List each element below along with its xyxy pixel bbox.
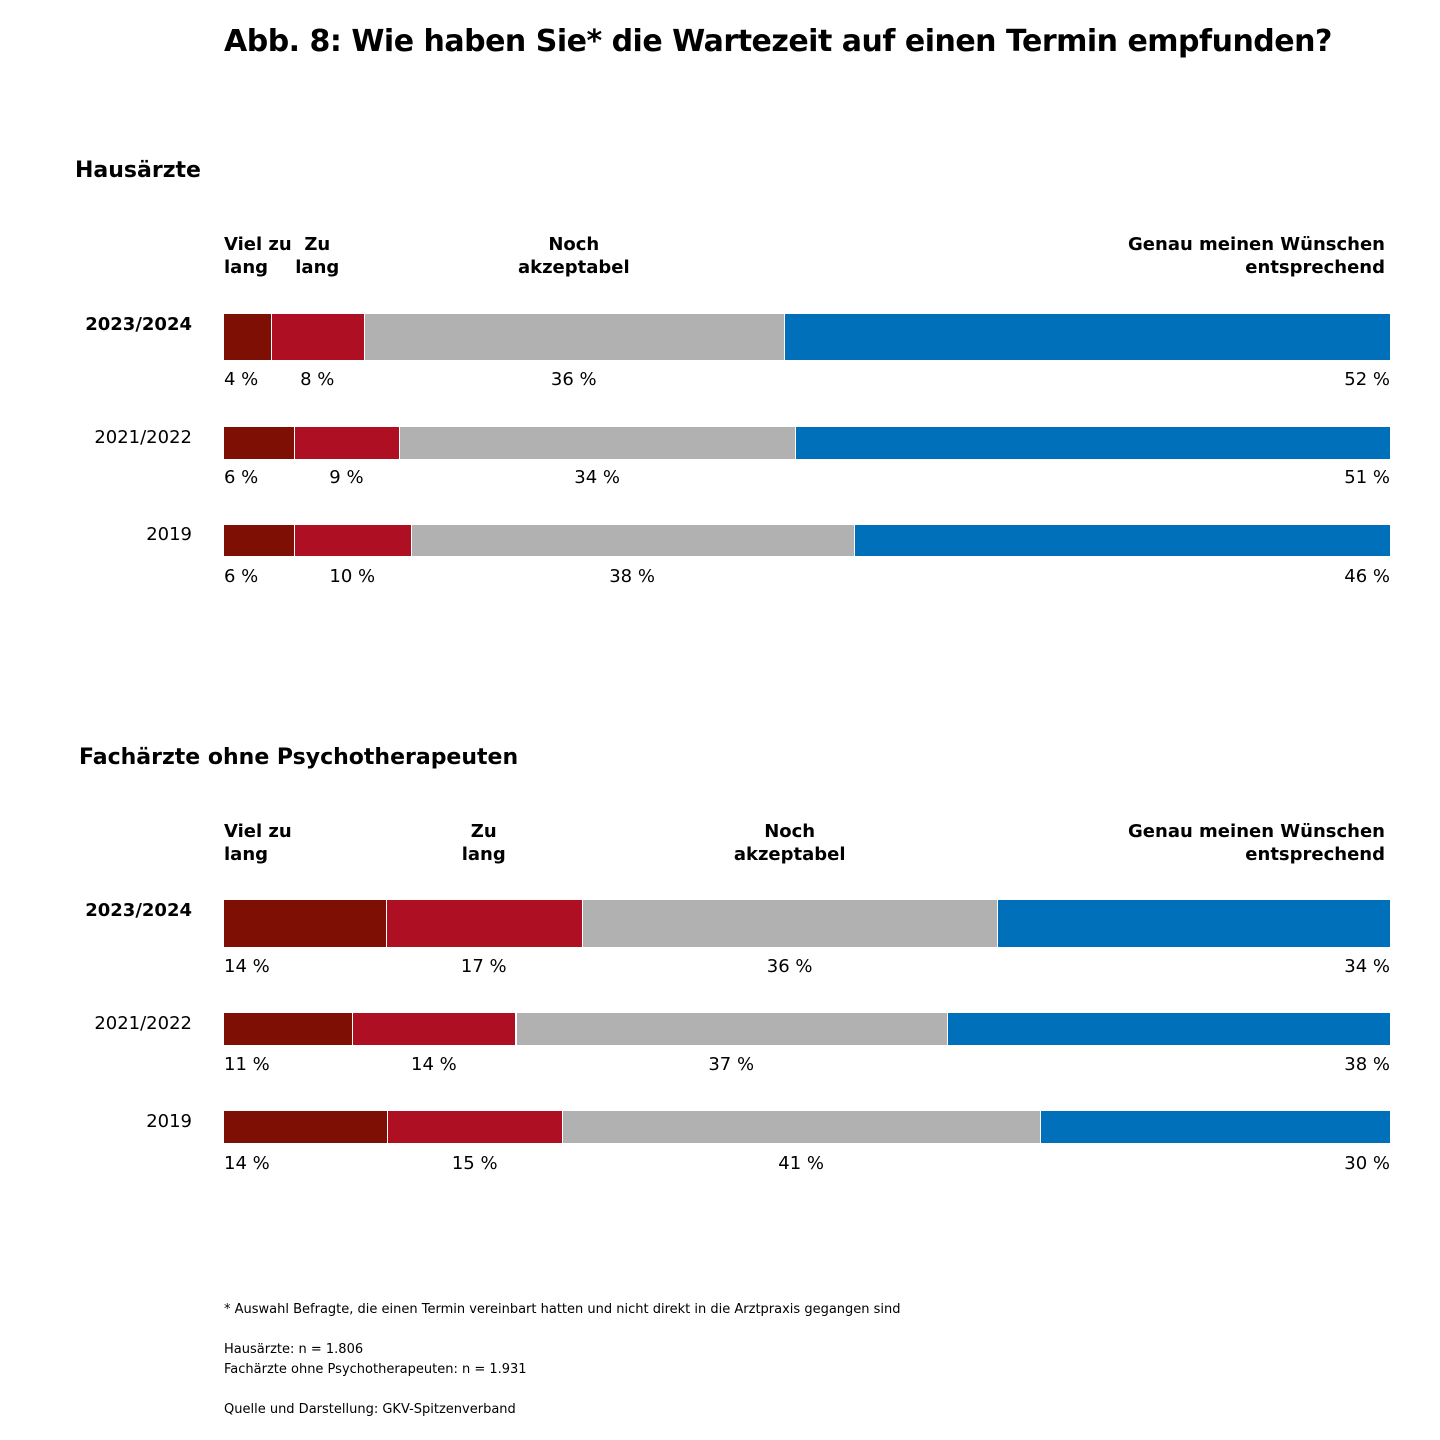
footnotes: * Auswahl Befragte, die einen Termin ver… — [224, 1300, 901, 1420]
value-label-zu-lang: 15 % — [451, 1153, 498, 1174]
value-label-noch-akzeptabel: 36 % — [550, 369, 597, 390]
bar-segment-noch-akzeptabel — [398, 427, 796, 459]
bar-segment-noch-akzeptabel — [562, 1111, 1041, 1143]
bar-segment-zu-lang — [270, 314, 364, 360]
value-label-viel-zu-lang: 4 % — [224, 369, 259, 390]
category-label-noch-akzeptabel: Noch akzeptabel — [734, 820, 846, 866]
value-label-zu-lang: 14 % — [411, 1054, 457, 1075]
value-label-noch-akzeptabel: 37 % — [708, 1054, 755, 1075]
category-label-genau: Genau meinen Wünschen entsprechend — [1128, 820, 1385, 866]
value-label-noch-akzeptabel: 41 % — [778, 1153, 825, 1174]
value-label-viel-zu-lang: 11 % — [224, 1054, 270, 1075]
bar-segment-noch-akzeptabel — [581, 900, 998, 947]
bar-segment-noch-akzeptabel — [363, 314, 784, 360]
value-label-genau: 30 % — [1344, 1153, 1390, 1174]
bar-segment-zu-lang — [385, 900, 582, 947]
stacked-bar — [224, 900, 1390, 947]
value-label-noch-akzeptabel: 34 % — [574, 467, 620, 488]
category-label-viel-zu-lang: Viel zu lang — [224, 233, 292, 279]
value-label-zu-lang: 10 % — [329, 566, 376, 587]
row-label-2021-2022: 2021/2022 — [94, 1013, 192, 1034]
row-label-2021-2022: 2021/2022 — [94, 427, 192, 448]
bar-segment-viel-zu-lang — [224, 1013, 353, 1045]
stacked-bar — [224, 1013, 1390, 1045]
value-label-zu-lang: 9 % — [329, 467, 364, 488]
category-label-line: lang — [224, 257, 269, 278]
value-label-noch-akzeptabel: 36 % — [766, 956, 813, 977]
bar-segment-zu-lang — [293, 427, 399, 459]
value-label-genau: 38 % — [1344, 1054, 1390, 1075]
category-label-line: Genau meinen Wünschen — [1128, 234, 1385, 255]
bar-segment-zu-lang — [352, 1013, 516, 1045]
row-label-2023-2024: 2023/2024 — [85, 314, 192, 335]
category-label-line: Noch — [764, 821, 816, 842]
bar-segment-noch-akzeptabel — [410, 525, 854, 556]
bar-segment-viel-zu-lang — [224, 900, 386, 947]
row-label-2019: 2019 — [146, 1111, 192, 1132]
stacked-bar — [224, 427, 1390, 459]
value-label-genau: 52 % — [1344, 369, 1390, 390]
row-label-2019: 2019 — [146, 524, 192, 545]
bar-segment-genau — [783, 314, 1390, 360]
category-label-line: entsprechend — [1245, 844, 1385, 865]
category-label-line: entsprechend — [1245, 257, 1385, 278]
stacked-bar — [224, 314, 1390, 360]
category-label-line: lang — [295, 257, 340, 278]
bar-segment-viel-zu-lang — [224, 314, 271, 360]
bar-segment-zu-lang — [387, 1111, 563, 1143]
category-label-line: lang — [224, 844, 269, 865]
value-label-noch-akzeptabel: 38 % — [609, 566, 655, 587]
footnote-n-fachaerzte: Fachärzte ohne Psychotherapeuten: n = 1.… — [224, 1362, 527, 1377]
value-label-viel-zu-lang: 6 % — [224, 566, 259, 587]
category-label-line: akzeptabel — [517, 257, 630, 278]
bar-segment-genau — [795, 427, 1390, 459]
bar-segment-viel-zu-lang — [224, 1111, 388, 1143]
category-label-line: Zu — [304, 234, 331, 255]
bar-segment-genau — [1040, 1111, 1390, 1143]
category-label-line: Zu — [470, 821, 497, 842]
category-label-zu-lang: Zu lang — [462, 820, 506, 866]
category-label-line: akzeptabel — [733, 844, 846, 865]
category-label-noch-akzeptabel: Noch akzeptabel — [518, 233, 630, 279]
chart-title: Abb. 8: Wie haben Sie* die Wartezeit auf… — [224, 24, 1332, 59]
value-label-zu-lang: 17 % — [460, 956, 507, 977]
category-label-line: Viel zu — [224, 821, 292, 842]
section-title: Fachärzte ohne Psychotherapeuten — [79, 745, 519, 770]
category-label-line: Genau meinen Wünschen — [1128, 821, 1385, 842]
category-label-line: lang — [461, 844, 506, 865]
stacked-bar — [224, 525, 1390, 556]
stacked-bar — [224, 1111, 1390, 1143]
category-label-line: Noch — [548, 234, 600, 255]
value-label-viel-zu-lang: 6 % — [224, 467, 259, 488]
bar-segment-zu-lang — [293, 525, 411, 556]
category-label-viel-zu-lang: Viel zu lang — [224, 820, 292, 866]
section-title: Hausärzte — [75, 158, 201, 183]
value-label-genau: 46 % — [1344, 566, 1390, 587]
value-label-viel-zu-lang: 14 % — [224, 956, 270, 977]
category-label-genau: Genau meinen Wünschen entsprechend — [1128, 233, 1385, 279]
value-label-genau: 34 % — [1344, 956, 1390, 977]
category-label-zu-lang: Zu lang — [295, 233, 339, 279]
footnote-source: Quelle und Darstellung: GKV-Spitzenverba… — [224, 1402, 516, 1417]
bar-segment-noch-akzeptabel — [515, 1013, 947, 1045]
bar-segment-genau — [946, 1013, 1390, 1045]
value-label-viel-zu-lang: 14 % — [224, 1153, 270, 1174]
row-label-2023-2024: 2023/2024 — [85, 900, 192, 921]
bar-segment-viel-zu-lang — [224, 525, 294, 556]
value-label-genau: 51 % — [1344, 467, 1390, 488]
footnote-asterisk: * Auswahl Befragte, die einen Termin ver… — [224, 1302, 901, 1317]
footnote-n-hausaerzte: Hausärzte: n = 1.806 — [224, 1342, 364, 1357]
category-label-line: Viel zu — [224, 234, 292, 255]
bar-segment-genau — [997, 900, 1390, 947]
value-label-zu-lang: 8 % — [300, 369, 335, 390]
bar-segment-viel-zu-lang — [224, 427, 294, 459]
bar-segment-genau — [853, 525, 1390, 556]
